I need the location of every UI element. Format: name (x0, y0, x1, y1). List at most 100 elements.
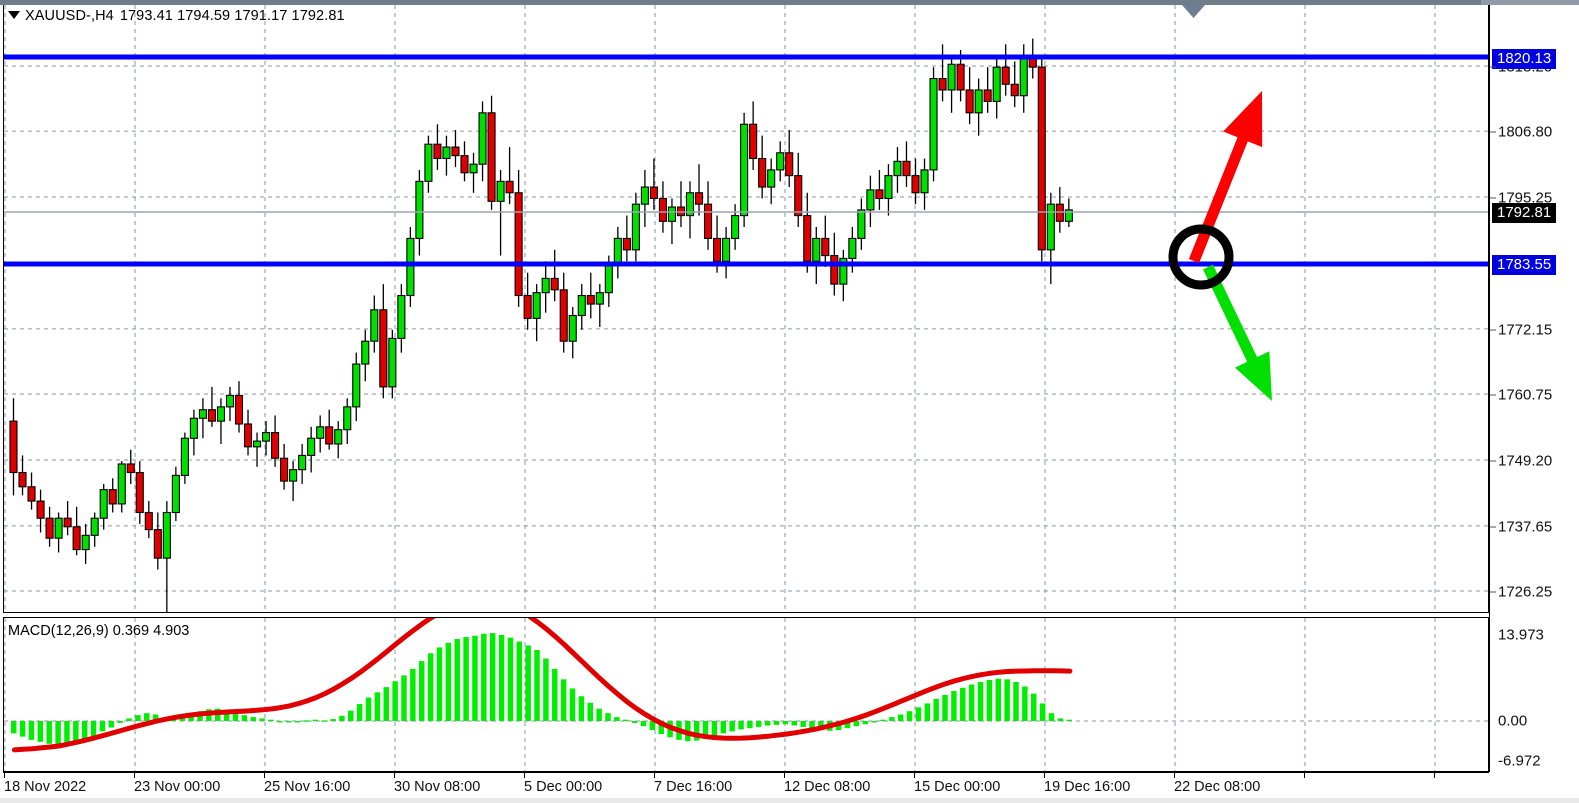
candle-body (406, 237, 415, 297)
time-axis-tick (394, 773, 395, 778)
macd-histogram-bar (401, 675, 407, 721)
candlestick (595, 284, 604, 327)
candlestick (803, 192, 812, 273)
candlestick (262, 421, 271, 456)
candle-body (713, 237, 722, 262)
candle-body (983, 89, 992, 102)
triangle-down-icon[interactable] (8, 11, 20, 19)
macd-histogram-bar (1066, 719, 1072, 722)
candlestick (433, 124, 442, 170)
candle-body (541, 277, 550, 294)
price-axis-badge[interactable]: 1792.81 (1492, 203, 1557, 223)
candle-body (361, 340, 370, 365)
candle-body (550, 277, 559, 291)
candlestick (379, 284, 388, 399)
macd-histogram-bar (64, 721, 70, 744)
price-axis-pane[interactable]: 1818.201806.801795.251772.151760.751749.… (1489, 5, 1579, 772)
price-axis-badge[interactable]: 1820.13 (1492, 49, 1557, 69)
candle-body (1064, 209, 1073, 222)
macd-histogram-bar (658, 721, 664, 735)
macd-histogram-bar (631, 721, 638, 723)
candle-body (352, 363, 361, 408)
candle-body (126, 463, 135, 474)
candlestick (839, 249, 848, 302)
candle-body (307, 437, 316, 456)
macd-histogram-bar (605, 713, 611, 721)
candle-body (72, 526, 81, 551)
price-chart-pane[interactable] (3, 5, 1489, 613)
candle-body (388, 337, 397, 388)
candlestick (27, 472, 36, 510)
candlestick (63, 501, 72, 536)
top-scroll-thumb[interactable] (0, 0, 1481, 5)
macd-histogram-bar (747, 721, 753, 729)
macd-histogram-bar (968, 684, 975, 721)
macd-histogram-bar (223, 709, 230, 721)
time-axis-tick (654, 773, 655, 778)
candlestick (884, 164, 893, 216)
bullish-arrow[interactable] (1188, 91, 1263, 264)
macd-histogram-bar (481, 633, 487, 721)
macd-histogram-bar (773, 721, 780, 725)
candle-body (1001, 66, 1010, 85)
price-axis-tick-label: 1760.75 (1498, 386, 1553, 404)
top-scroll-strip[interactable] (0, 0, 1579, 5)
candlestick (135, 461, 144, 524)
candlestick (532, 284, 541, 342)
macd-histogram-bar (871, 721, 877, 723)
candle-body (848, 237, 857, 259)
breakout-circle-annotation[interactable] (1168, 224, 1234, 290)
candle-body (63, 517, 72, 528)
bearish-arrow[interactable] (1203, 264, 1272, 401)
candle-body (604, 263, 613, 294)
candlestick (568, 306, 577, 359)
macd-histogram-bar (649, 721, 656, 731)
candlestick (821, 215, 830, 267)
candle-body (523, 294, 532, 319)
price-axis-tick (1490, 66, 1496, 68)
macd-histogram-bar (543, 658, 549, 721)
macd-histogram-bar (285, 721, 292, 723)
bullish-arrow-shaft (1188, 133, 1250, 264)
candlestick (325, 409, 334, 450)
candlestick (947, 55, 956, 113)
macd-histogram-bar (11, 721, 17, 734)
candlestick (866, 175, 875, 228)
macd-histogram-bar (960, 687, 966, 721)
time-axis-tick (134, 773, 135, 778)
macd-axis-tick-label: 13.973 (1498, 626, 1544, 644)
candle-body (929, 78, 938, 171)
macd-histogram-bar (1057, 718, 1064, 721)
macd-histogram-bar (46, 721, 52, 744)
macd-histogram-bar (614, 717, 620, 721)
macd-histogram-bar (906, 711, 913, 721)
macd-histogram-bar (525, 645, 531, 721)
time-axis-pane[interactable]: 18 Nov 2022 23 Nov 00:00 25 Nov 16:00 30 No… (3, 772, 1489, 803)
macd-histogram-bar (995, 678, 1002, 721)
candle-body (758, 157, 767, 188)
candlestick (343, 398, 352, 444)
candlestick (388, 329, 397, 399)
macd-indicator-pane[interactable] (3, 617, 1489, 772)
candlestick (523, 272, 532, 330)
price-axis-badge[interactable]: 1783.55 (1492, 255, 1557, 275)
candle-body (839, 257, 848, 285)
candlestick (117, 461, 126, 513)
price-axis-tick (1490, 131, 1496, 133)
macd-histogram-bar (507, 637, 514, 721)
candlestick (9, 398, 18, 496)
macd-histogram-bar (436, 647, 443, 721)
chart-position-marker-icon[interactable] (1182, 5, 1205, 18)
macd-histogram-bar (738, 721, 744, 730)
time-axis-tick (784, 773, 785, 778)
macd-histogram-bar (720, 721, 727, 734)
candle-body (1037, 66, 1046, 251)
macd-histogram-bar (986, 679, 993, 721)
candlestick (316, 415, 325, 453)
macd-histogram-bar (37, 721, 44, 742)
candlestick (586, 272, 595, 319)
candle-body (514, 192, 523, 297)
candle-body (658, 197, 667, 222)
symbol-header: XAUUSD-,H4 1793.41 1794.59 1791.17 1792.8… (8, 8, 345, 24)
